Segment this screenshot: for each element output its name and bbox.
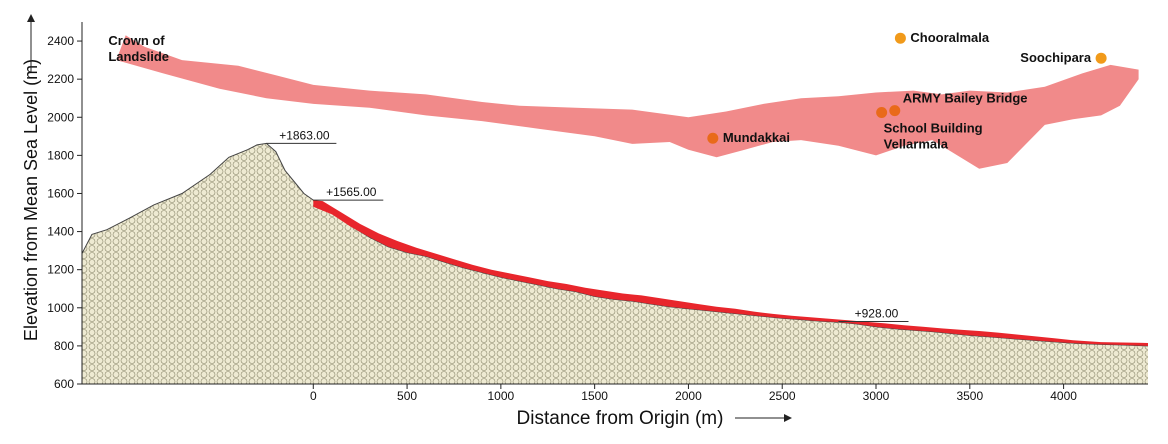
place-label: ARMY Bailey Bridge <box>903 91 1028 106</box>
y-tick-label: 600 <box>54 377 74 391</box>
place-dot <box>876 107 888 118</box>
place-dot <box>707 132 719 144</box>
y-tick-label: 1800 <box>47 148 74 162</box>
y-tick-label: 2200 <box>47 72 74 86</box>
x-tick-label: 3500 <box>956 389 983 403</box>
y-tick-label: 1400 <box>47 225 74 239</box>
y-tick-label: 2000 <box>47 110 74 124</box>
place-dot <box>1095 52 1107 64</box>
terrain-fill <box>82 143 1148 384</box>
x-tick-label: 3000 <box>863 389 890 403</box>
x-tick-label: 1500 <box>581 389 608 403</box>
y-tick-label: 1600 <box>47 186 74 200</box>
landslide-plan-area <box>116 35 1139 169</box>
y-tick-label: 1200 <box>47 263 74 277</box>
x-tick-label: 2500 <box>769 389 796 403</box>
x-tick-label: 1000 <box>488 389 515 403</box>
y-tick-label: 2400 <box>47 34 74 48</box>
elevation-marker-label: +1863.00 <box>279 128 330 142</box>
y-tick-label: 1000 <box>47 301 74 315</box>
elevation-markers: +1863.00 +1565.00 +928.00 <box>266 128 909 323</box>
x-tick-label: 500 <box>397 389 417 403</box>
place-label-line2: Landslide <box>108 49 169 64</box>
place-label: Mundakkai <box>723 130 790 145</box>
x-tick-label: 4000 <box>1050 389 1077 403</box>
elevation-marker-label: +1565.00 <box>326 185 377 199</box>
place-label: Soochipara <box>1020 50 1092 65</box>
x-tick-label: 2000 <box>675 389 702 403</box>
place-dot <box>889 105 901 117</box>
terrain-profile <box>81 142 1149 384</box>
x-tick-label: 0 <box>310 389 317 403</box>
place-label-line2: Vellarmala <box>884 137 949 152</box>
y-axis-title: Elevation from Mean Sea Level (m) <box>21 59 41 341</box>
y-tick-label: 800 <box>54 339 74 353</box>
elevation-marker-label: +928.00 <box>855 307 899 321</box>
place-label: School Building <box>884 121 983 136</box>
place-label: Crown of <box>108 33 165 48</box>
x-axis-title: Distance from Origin (m) <box>517 408 724 429</box>
landslide-plan-band <box>116 35 1139 169</box>
place-label: Chooralmala <box>910 30 990 45</box>
place-dot <box>894 32 906 44</box>
axes: 600 800 1000 1200 1400 1600 1800 2000 2200 2400 0 5… <box>47 22 1148 403</box>
